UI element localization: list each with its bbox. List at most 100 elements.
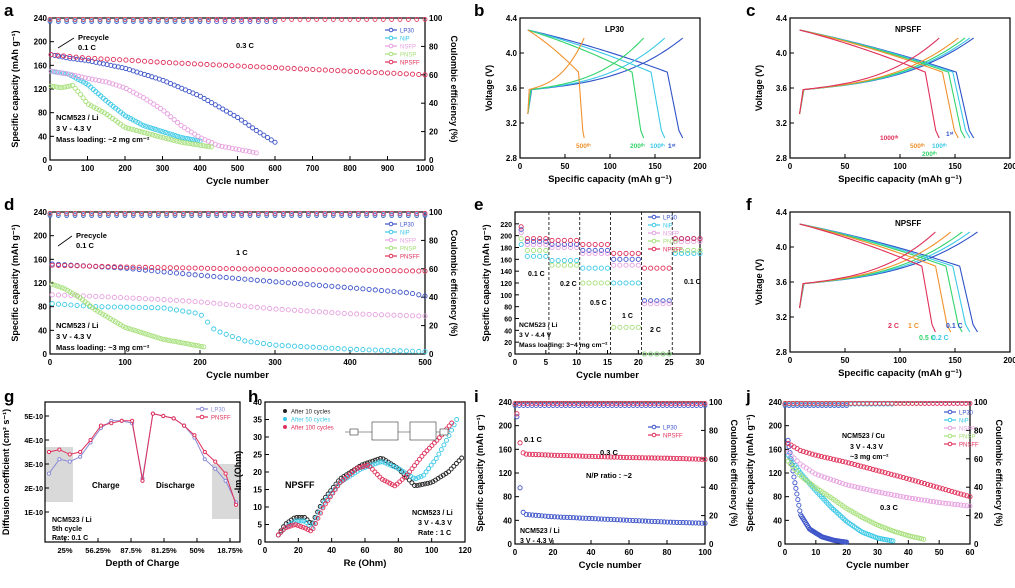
j-point-NSFP: [964, 503, 970, 509]
d-ce-point: [55, 213, 61, 218]
e-point-NSFP: [691, 239, 697, 245]
a-point-NSFP: [58, 70, 64, 76]
a-point-PNSP: [187, 141, 193, 147]
a-ce-point: [339, 17, 345, 22]
d-ce-point: [197, 213, 203, 218]
d-y2tick-label: 100: [429, 208, 443, 217]
d-legend-label: LP30: [400, 223, 415, 229]
a-ce-point: [130, 17, 136, 22]
e-point-NiP: [524, 253, 530, 259]
a-point-PNSP: [192, 141, 198, 148]
i-point-NPSFF: [624, 454, 630, 461]
j-legend-marker: [947, 441, 953, 447]
h-point: [285, 524, 291, 530]
a-y2tick-label: 20: [429, 128, 438, 137]
e-point-NPSFF: [678, 236, 685, 242]
a-point-NSFP: [62, 70, 68, 77]
a-point-PNSP: [59, 85, 65, 91]
d-point-NiP: [298, 343, 304, 350]
a-ce-point: [230, 19, 236, 24]
d-point-NiP: [260, 340, 267, 347]
a-point-PNSP: [99, 108, 105, 115]
d-ce-point: [339, 211, 345, 216]
a-point-NPSFF: [210, 62, 216, 68]
a-point-NSFP: [219, 143, 225, 149]
g-point-PNSFF: [150, 411, 155, 416]
h-point: [407, 469, 413, 475]
h-point: [294, 515, 300, 520]
g-point-PNSFF: [78, 449, 83, 455]
d-ce-point: [89, 211, 95, 216]
d-ce-point: [130, 213, 136, 218]
e-point-PNSP: [697, 247, 703, 254]
a-point-NPSFF: [360, 69, 366, 75]
j-point-PNSP: [887, 527, 893, 533]
i-point-NPSFF: [655, 455, 661, 461]
d-ce-point: [405, 213, 411, 218]
d-point-PNSP: [62, 286, 68, 292]
a-point-NiP: [155, 127, 161, 133]
d-ce-point: [389, 211, 395, 216]
e-legend-label: LP30: [663, 216, 678, 222]
g-legend-label: PNSFF: [211, 416, 231, 422]
j-point-PNSP: [907, 533, 913, 539]
h-ytick-label: 35: [253, 416, 262, 425]
h-point: [436, 451, 442, 457]
a-point-NPSFF: [129, 57, 135, 64]
h-point: [412, 483, 417, 488]
a-point-NPSFF: [73, 54, 79, 60]
a-point-NPSFF: [229, 63, 235, 69]
j-point-PNSFF: [870, 466, 876, 472]
d-point-PNSFF: [93, 263, 99, 269]
a-ce-point: [422, 17, 428, 22]
h-xtick-label: 80: [394, 546, 403, 555]
d-legend-marker: [388, 221, 394, 227]
a-annotation: 0.1 C: [78, 43, 97, 52]
j-point-PNSFF: [961, 492, 967, 498]
j-xtick-label: 0: [783, 548, 788, 557]
a-ce-point: [64, 17, 70, 22]
d-ce-point: [347, 211, 353, 216]
d-legend-marker: [388, 245, 394, 251]
e-point-NiP: [611, 280, 617, 286]
h-point: [428, 462, 434, 468]
d-ce-point: [64, 211, 70, 216]
e-point-NPSFF: [660, 265, 666, 271]
e-point-NiP: [629, 280, 635, 286]
g-line-PNSFF: [48, 412, 237, 505]
a-point-NiP: [127, 116, 134, 122]
b-ytick-label: 2.8: [506, 154, 518, 163]
a-point-NiP: [180, 135, 186, 141]
d-point-PNSFF: [329, 267, 335, 273]
j-point-PNSFF: [849, 461, 855, 467]
e-point-PNSP: [518, 236, 524, 242]
d-point-PNSP: [170, 338, 176, 344]
d-point-NSFP: [347, 311, 354, 317]
d-point-NiP: [99, 304, 105, 310]
h-point: [385, 461, 391, 467]
i-point-NPSFF: [661, 455, 667, 461]
a-point-NiP: [167, 131, 173, 137]
a-point-NSFP: [243, 148, 249, 154]
d-point-NiP: [180, 308, 186, 314]
i-point-NPSFF: [592, 454, 598, 460]
d-point-PNSFF: [211, 265, 217, 271]
d-point-NiP: [74, 302, 80, 308]
i-point-LP30: [592, 516, 598, 522]
d-point-NSFP: [192, 299, 198, 305]
a-point-NiP: [162, 129, 168, 136]
d-ce-point: [314, 211, 320, 216]
a-ce-point: [230, 17, 236, 22]
d-point-NSFP: [205, 300, 211, 306]
e-point-NSFP: [586, 250, 592, 256]
a-ylabel: Specific capacity (mAh g⁻¹): [10, 30, 20, 147]
e-point-LP30: [641, 298, 648, 304]
b-annotation: 100ᵗʰ: [650, 143, 665, 150]
j-point-PNSFF: [864, 465, 870, 471]
i-xtick-label: 100: [698, 548, 712, 557]
a-point-NSFP: [69, 72, 75, 78]
d-ce-point: [139, 213, 145, 218]
e-point-PNSP: [623, 324, 629, 330]
a-point-PNSP: [208, 144, 214, 150]
d-point-NiP: [173, 307, 180, 313]
